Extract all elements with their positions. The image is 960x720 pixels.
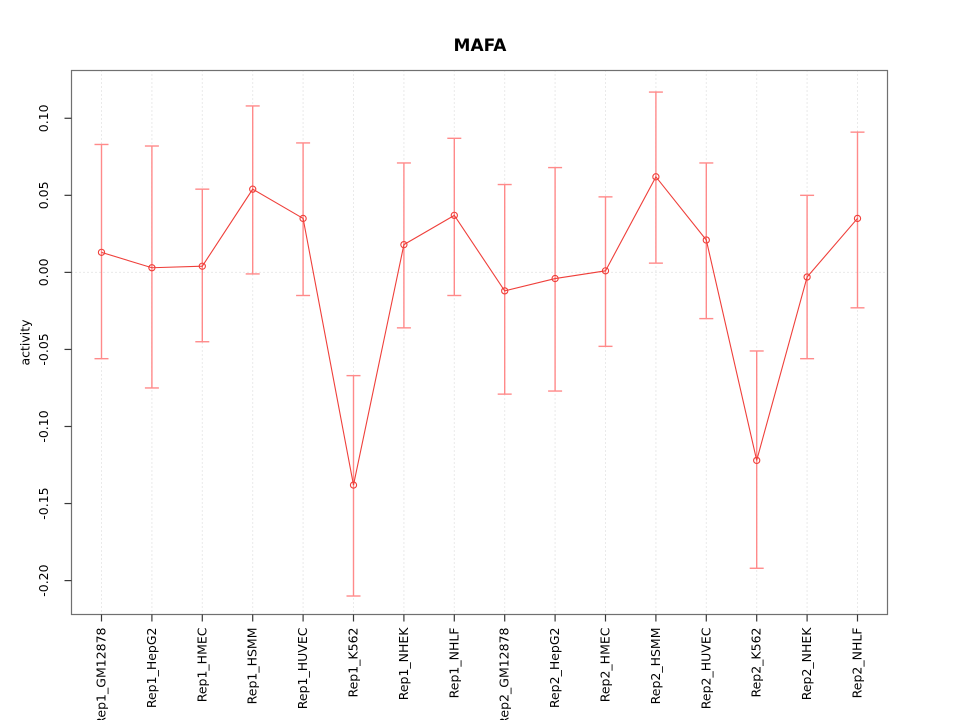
x-tick-label: Rep1_HSMM bbox=[245, 628, 260, 705]
x-tick-label: Rep1_HMEC bbox=[194, 627, 209, 702]
x-tick-label: Rep1_HUVEC bbox=[295, 627, 310, 709]
x-tick-label: Rep1_NHEK bbox=[396, 627, 411, 701]
data-point bbox=[853, 214, 862, 223]
y-tick-label: -0.20 bbox=[36, 564, 51, 596]
series-line bbox=[101, 175, 858, 486]
y-tick-label: -0.10 bbox=[36, 410, 51, 442]
x-tick-label: Rep2_HSMM bbox=[648, 628, 663, 705]
data-point bbox=[299, 214, 307, 223]
data-point bbox=[198, 262, 206, 270]
data-point bbox=[803, 273, 811, 281]
x-tick-label: Rep2_NHLF bbox=[850, 628, 865, 699]
x-tick-label: Rep2_HMEC bbox=[598, 627, 613, 702]
x-tick-label: Rep2_HepG2 bbox=[547, 628, 562, 709]
data-point bbox=[400, 240, 408, 249]
x-tick-label: Rep2_GM12878 bbox=[497, 627, 512, 720]
data-point bbox=[702, 236, 710, 244]
x-tick-label: Rep1_K562 bbox=[346, 628, 361, 698]
y-tick-label: 0.05 bbox=[36, 181, 51, 209]
x-tick-label: Rep1_NHLF bbox=[446, 628, 461, 699]
data-point bbox=[753, 456, 761, 465]
y-tick-label: -0.15 bbox=[36, 487, 51, 519]
plot-box bbox=[70, 69, 889, 616]
chart-title: MAFA bbox=[453, 36, 507, 56]
data-point bbox=[349, 481, 358, 489]
data-point bbox=[450, 211, 458, 220]
x-tick-label: Rep1_HepG2 bbox=[144, 628, 159, 709]
data-point bbox=[249, 185, 257, 193]
x-tick-label: Rep2_HUVEC bbox=[698, 627, 713, 709]
data-point bbox=[652, 173, 660, 181]
x-tick-label: Rep1_GM12878 bbox=[94, 627, 109, 720]
data-point bbox=[551, 274, 559, 283]
y-tick-label: 0.10 bbox=[36, 104, 51, 132]
x-tick-label: Rep2_K562 bbox=[749, 628, 764, 698]
data-point bbox=[601, 267, 610, 275]
data-point bbox=[501, 287, 509, 295]
y-tick-label: 0.00 bbox=[36, 258, 51, 286]
x-tick-label: Rep2_NHEK bbox=[799, 627, 814, 701]
data-point bbox=[97, 248, 106, 256]
data-point bbox=[148, 264, 156, 272]
y-tick-label: -0.05 bbox=[36, 333, 51, 365]
